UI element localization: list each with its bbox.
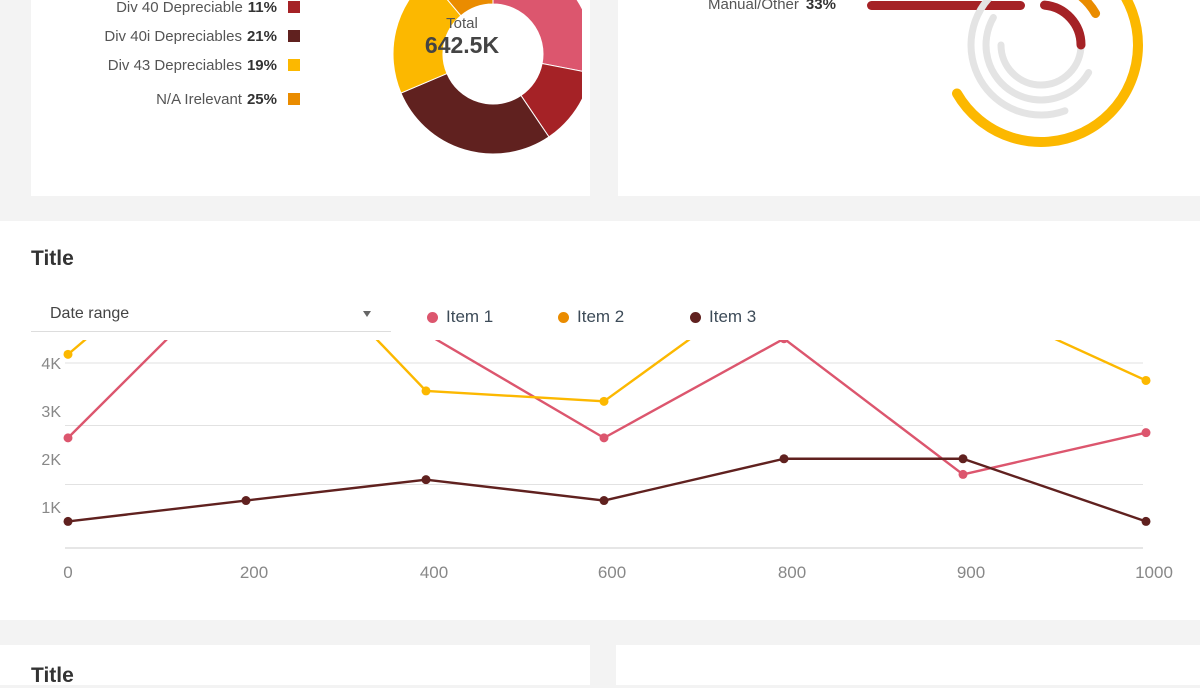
chevron-down-icon: [363, 311, 371, 317]
donut-chart: [392, 0, 582, 155]
radial-track: [982, 14, 1093, 104]
donut-slice: [492, 0, 582, 72]
series-1-point[interactable]: [779, 340, 789, 344]
donut-slice: [400, 72, 550, 155]
donut-legend-label: Div 40 Depreciable: [116, 0, 243, 16]
donut-legend-pct: 19%: [246, 56, 277, 74]
y-tick-label: 1K: [41, 500, 61, 517]
series-3-point[interactable]: [599, 496, 609, 506]
x-tick-label: 600: [598, 563, 626, 582]
donut-total-label: Total: [446, 15, 478, 32]
donut-total-value: 642.5K: [424, 32, 500, 58]
manual-other-legend: Manual/Other 33%: [708, 0, 836, 14]
manual-other-pct: 33%: [805, 0, 836, 13]
series-3-point[interactable]: [958, 454, 968, 464]
donut-legend-pct: 11%: [247, 0, 277, 16]
series-1-point[interactable]: [599, 433, 609, 443]
radial-arc: [1078, 0, 1101, 18]
donut-legend-label: Div 40i Depreciables: [104, 27, 242, 45]
donut-legend-row: Div 43 Depreciables 19%: [108, 55, 300, 75]
radial-track: [967, 0, 1069, 119]
x-tick-label: 0: [63, 563, 72, 582]
legend-item-1[interactable]: Item 1: [427, 307, 493, 327]
date-range-label: Date range: [50, 305, 130, 322]
line-chart: 4K 3K 2K 1K 0 200 400 600 800 900 1000: [41, 340, 1173, 582]
donut-legend-swatch: [288, 93, 300, 105]
bottom-left-title: Title: [31, 664, 74, 687]
donut-slice: [392, 0, 462, 94]
series-1-point[interactable]: [63, 433, 73, 443]
donut-legend-label: N/A Irelevant: [156, 90, 242, 108]
donut-legend-swatch: [288, 1, 300, 13]
series-2-point[interactable]: [421, 386, 431, 396]
bottom-right-card: [616, 645, 1200, 685]
donut-legend-row: N/A Irelevant 25%: [156, 89, 300, 109]
radial-track: [997, 41, 1085, 89]
bottom-left-card: [0, 645, 590, 685]
series-line-2: [67, 340, 1147, 403]
donut-legend-row: Div 40i Depreciables 21%: [104, 26, 300, 46]
radial-arc: [951, 0, 1143, 147]
date-range-dropdown[interactable]: Date range: [31, 296, 391, 332]
legend-item-3-label: Item 3: [709, 307, 757, 326]
legend-item-2-dot: [558, 311, 569, 323]
legend-item-2-label: Item 2: [577, 307, 625, 326]
manual-other-label: Manual/Other: [708, 0, 799, 13]
series-2-point[interactable]: [63, 349, 73, 359]
legend-item-3[interactable]: Item 3: [690, 307, 756, 327]
x-tick-label: 1000: [1135, 563, 1173, 582]
donut-legend-row: Div 40 Depreciable 11%: [116, 0, 300, 17]
series-1-point[interactable]: [1141, 428, 1151, 438]
series-line-1: [67, 340, 1147, 476]
manual-other-bar: [867, 1, 1025, 10]
series-1-point[interactable]: [958, 469, 968, 479]
legend-item-3-dot: [690, 311, 701, 323]
x-tick-label: 400: [420, 563, 448, 582]
donut-legend-swatch: [288, 30, 300, 42]
x-tick-label: 900: [957, 563, 985, 582]
x-tick-label: 200: [240, 563, 268, 582]
series-3-point[interactable]: [63, 516, 73, 526]
legend-item-1-label: Item 1: [446, 307, 494, 326]
y-tick-label: 4K: [41, 356, 61, 373]
line-chart-card: [0, 221, 1200, 620]
series-3-point[interactable]: [421, 475, 431, 485]
donut-legend-label: Div 43 Depreciables: [107, 56, 242, 74]
series-line-3: [67, 457, 1147, 523]
series-2-point[interactable]: [1141, 375, 1151, 385]
legend-item-2[interactable]: Item 2: [558, 307, 624, 327]
x-tick-label: 800: [778, 563, 806, 582]
line-chart-title: Title: [31, 247, 74, 270]
donut-legend-pct: 25%: [246, 90, 277, 108]
donut-card: Div 40 Depreciable 11% Div 40i Depreciable…: [31, 0, 590, 196]
radial-arc-chart: [951, 0, 1143, 147]
series-3-point[interactable]: [779, 454, 789, 464]
radial-card: Manual/Other 33%: [618, 0, 1200, 196]
series-3-point[interactable]: [1141, 516, 1151, 526]
donut-legend-swatch: [288, 59, 300, 71]
y-tick-label: 3K: [41, 404, 61, 421]
donut-legend-pct: 21%: [246, 27, 277, 45]
radial-arc: [1039, 0, 1086, 50]
series-3-point[interactable]: [241, 496, 251, 506]
legend-item-1-dot: [427, 311, 438, 323]
y-tick-label: 2K: [41, 452, 61, 469]
series-2-point[interactable]: [599, 396, 609, 406]
donut-slice: [447, 0, 494, 17]
